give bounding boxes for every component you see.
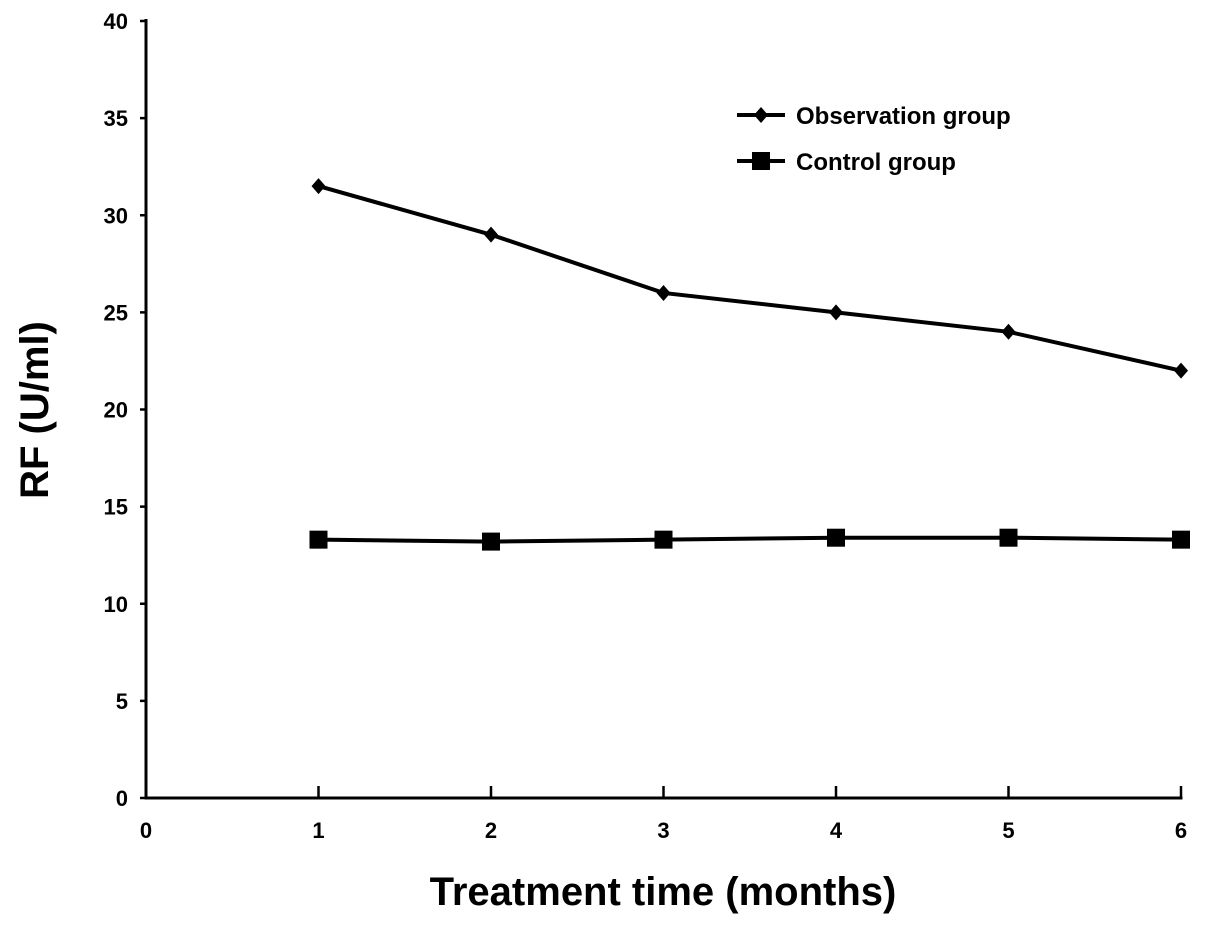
data-point xyxy=(482,532,500,551)
data-point xyxy=(484,226,498,243)
data-point xyxy=(1174,362,1188,379)
data-point xyxy=(311,178,326,195)
series-line xyxy=(317,184,1182,373)
series-observation-group xyxy=(311,178,1188,379)
y-tick-label: 35 xyxy=(104,106,128,131)
data-point xyxy=(829,304,843,321)
axes xyxy=(144,19,1183,800)
y-tick-label: 15 xyxy=(104,495,128,520)
diamond-marker-icon xyxy=(754,107,768,123)
x-tick-label: 1 xyxy=(312,818,324,843)
y-tick-label: 20 xyxy=(104,398,128,423)
x-tick-label: 6 xyxy=(1175,818,1187,843)
square-marker-icon xyxy=(752,152,770,170)
x-tick-label: 3 xyxy=(657,818,669,843)
data-point xyxy=(827,528,845,547)
x-axis-label: Treatment time (months) xyxy=(430,870,897,914)
legend-label: Control group xyxy=(796,149,956,176)
series-line xyxy=(318,535,1182,544)
data-point xyxy=(654,530,673,549)
y-tick-label: 5 xyxy=(116,689,128,714)
y-tick-label: 25 xyxy=(104,300,128,325)
y-tick-label: 30 xyxy=(104,203,128,228)
y-tick-label: 40 xyxy=(104,9,128,34)
x-tick-label: 4 xyxy=(830,818,843,843)
y-axis-label: RF (U/ml) xyxy=(13,321,57,499)
data-point xyxy=(656,284,671,301)
y-tick-label: 10 xyxy=(104,592,128,617)
series-control-group xyxy=(309,528,1190,551)
ticks: 0 5 10 15 20 25 30 35 40 0 1 2 3 4 5 6 xyxy=(104,9,1188,843)
data-point xyxy=(309,530,328,549)
legend-item: Observation group xyxy=(737,103,1011,130)
x-tick-label: 2 xyxy=(485,818,497,843)
series xyxy=(309,178,1190,551)
data-point xyxy=(1001,323,1016,340)
data-point xyxy=(1172,530,1190,549)
y-tick-label: 0 xyxy=(116,786,128,811)
legend: Observation group Control group xyxy=(737,103,1011,176)
x-tick-label: 0 xyxy=(140,818,152,843)
legend-item: Control group xyxy=(737,149,956,176)
data-point xyxy=(999,528,1018,547)
x-tick-label: 5 xyxy=(1002,818,1014,843)
legend-label: Observation group xyxy=(796,103,1011,130)
